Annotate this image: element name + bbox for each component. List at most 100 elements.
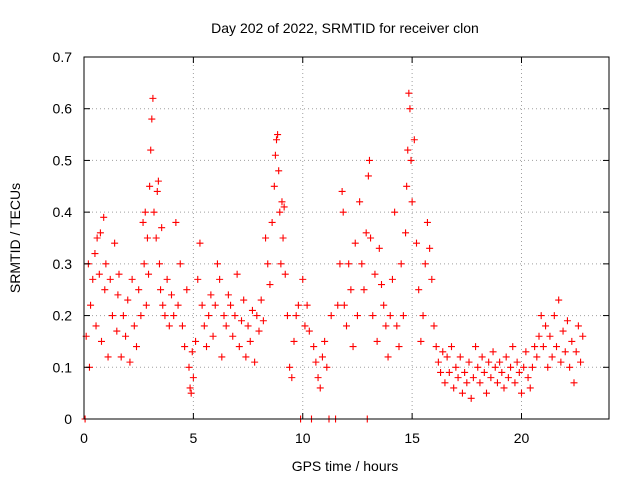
data-point <box>242 353 250 361</box>
data-point <box>452 363 460 371</box>
x-tick-label: 15 <box>404 430 420 446</box>
data-point <box>498 368 506 376</box>
data-point <box>402 229 410 237</box>
data-point <box>89 275 97 283</box>
data-point <box>312 358 320 366</box>
data-point <box>185 363 193 371</box>
data-point <box>570 379 578 387</box>
x-tick-label: 20 <box>514 430 530 446</box>
data-point <box>240 296 248 304</box>
data-point <box>437 368 445 376</box>
data-point <box>168 291 175 299</box>
data-point <box>102 260 110 268</box>
data-point <box>555 296 563 304</box>
data-point <box>480 368 488 376</box>
data-point <box>378 281 385 289</box>
data-point <box>395 343 403 351</box>
data-point <box>130 322 138 330</box>
data-point <box>347 286 355 294</box>
data-point <box>373 337 381 345</box>
x-tick-label: 10 <box>295 430 311 446</box>
data-point <box>478 353 486 361</box>
data-point <box>559 327 567 335</box>
data-point <box>405 89 413 97</box>
data-point <box>507 363 515 371</box>
data-point <box>542 322 550 330</box>
data-point <box>148 115 156 123</box>
data-point <box>108 312 116 320</box>
data-point <box>277 260 285 268</box>
data-point <box>406 105 414 113</box>
x-axis-tick-labels: 0 5 10 15 20 <box>80 430 529 446</box>
data-point <box>474 363 482 371</box>
data-point <box>496 358 504 366</box>
data-point <box>362 229 370 237</box>
data-point <box>353 312 361 320</box>
data-point <box>259 317 267 325</box>
data-point <box>140 260 148 268</box>
x-axis-label: GPS time / hours <box>292 458 399 474</box>
data-point <box>113 327 121 335</box>
data-point <box>533 353 541 361</box>
data-point <box>278 198 286 206</box>
data-point <box>188 348 196 356</box>
data-point <box>124 296 132 304</box>
data-point <box>141 208 149 216</box>
data-point <box>487 374 495 382</box>
data-point <box>207 291 215 299</box>
data-point <box>399 312 407 320</box>
data-point <box>98 337 105 345</box>
axis-ticks <box>83 56 609 420</box>
data-points <box>81 89 587 423</box>
y-tick-label: 0.6 <box>53 101 73 117</box>
data-point <box>95 270 103 278</box>
data-point <box>391 208 399 216</box>
data-point <box>192 337 200 345</box>
data-point <box>423 218 431 226</box>
data-point <box>209 332 217 340</box>
data-point <box>419 312 427 320</box>
data-point <box>454 374 462 382</box>
data-point <box>461 368 469 376</box>
data-point <box>183 286 191 294</box>
data-point <box>531 343 539 351</box>
data-point <box>213 260 221 268</box>
data-point <box>114 291 122 299</box>
data-point <box>115 270 123 278</box>
data-point <box>227 301 235 309</box>
data-point <box>327 312 335 320</box>
data-point <box>421 260 429 268</box>
data-point <box>334 301 342 309</box>
data-point <box>178 322 186 330</box>
data-point <box>224 291 232 299</box>
y-tick-label: 0 <box>64 411 72 427</box>
data-point <box>367 234 375 242</box>
data-point <box>106 275 114 283</box>
data-point <box>264 260 272 268</box>
data-point <box>537 312 545 320</box>
data-point <box>513 358 521 366</box>
data-point <box>445 368 453 376</box>
data-point <box>181 343 189 351</box>
data-point <box>233 270 241 278</box>
data-point <box>200 322 208 330</box>
data-point <box>504 374 512 382</box>
data-point <box>150 208 158 216</box>
data-point <box>235 343 243 351</box>
data-point <box>294 301 302 309</box>
data-point <box>100 213 108 221</box>
data-point <box>318 353 326 361</box>
plot-frame <box>83 56 610 420</box>
y-axis-label: SRMTID / TECUs <box>7 183 23 293</box>
data-point <box>273 136 280 144</box>
data-point <box>489 348 497 356</box>
data-point <box>196 239 204 247</box>
data-point <box>93 234 101 242</box>
y-tick-label: 0.5 <box>53 152 73 168</box>
data-point <box>279 234 287 242</box>
data-point <box>158 224 166 232</box>
data-point <box>413 239 420 247</box>
data-point <box>101 286 109 294</box>
data-point <box>146 182 154 190</box>
data-point <box>524 374 532 382</box>
